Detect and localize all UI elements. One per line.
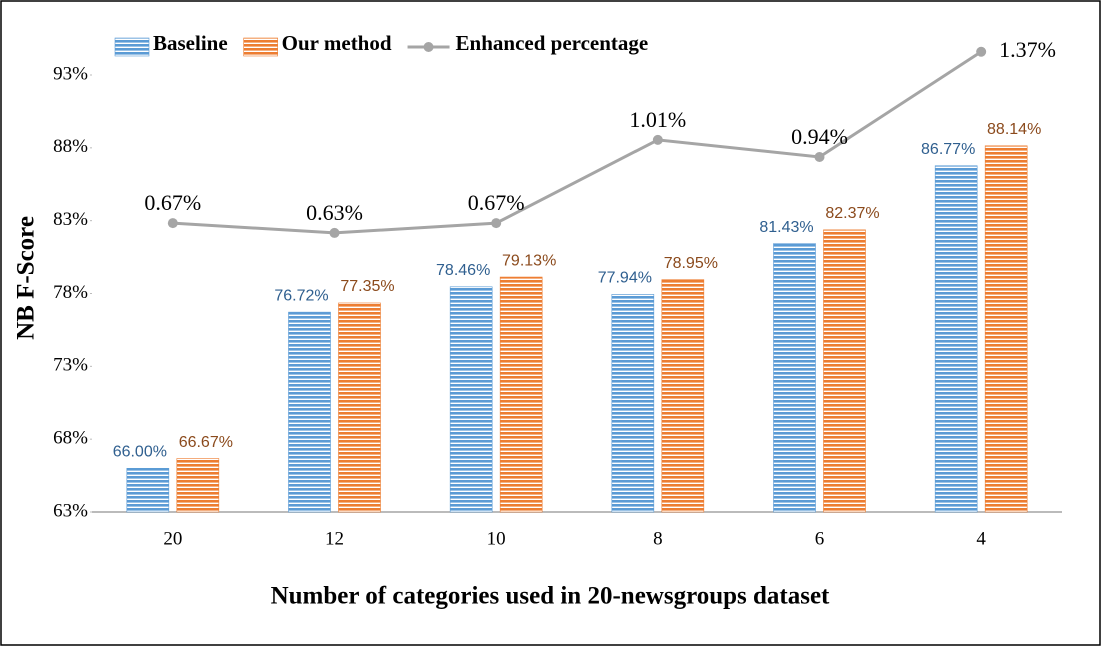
line-point (652, 134, 663, 145)
bar (823, 229, 866, 513)
value-label: 66.00% (113, 444, 167, 461)
y-tick-label: 88% (53, 136, 88, 157)
value-label: 78.95% (664, 255, 718, 272)
line (172, 50, 982, 235)
legend-swatch (243, 37, 278, 57)
value-label: 79.13% (502, 252, 556, 269)
bar (176, 458, 220, 513)
value-label: 86.77% (921, 141, 975, 158)
line-label: 0.67% (144, 190, 201, 215)
x-tick-label: 12 (325, 528, 344, 549)
line-point (491, 218, 502, 229)
x-tick-label: 8 (653, 528, 663, 549)
y-tick-label: 73% (53, 355, 88, 376)
bar (499, 276, 543, 513)
bar (611, 294, 655, 513)
legend-swatch (114, 37, 150, 57)
line-point (814, 152, 825, 163)
x-tick-label: 4 (976, 528, 986, 549)
value-label: 76.72% (274, 287, 328, 304)
line-point (329, 227, 340, 238)
legend-label: Enhanced percentage (456, 31, 649, 55)
value-label: 82.37% (825, 205, 879, 222)
line-label: 0.67% (468, 190, 525, 215)
line-point (167, 218, 178, 229)
legend-label: Baseline (153, 31, 228, 55)
value-label: 66.67% (179, 434, 233, 451)
value-label: 77.35% (340, 278, 394, 295)
bar (449, 286, 493, 513)
x-tick-label: 6 (815, 528, 825, 549)
y-axis-title: NB F-Score (13, 216, 40, 340)
bar (288, 311, 331, 513)
value-label: 88.14% (987, 121, 1041, 138)
bar (773, 243, 816, 513)
bar (934, 165, 978, 513)
y-tick-label: 68% (53, 428, 88, 449)
bar (126, 467, 170, 513)
legend-label: Our method (282, 31, 392, 55)
value-label: 77.94% (598, 270, 652, 287)
y-tick-label: 78% (53, 282, 88, 303)
y-tick-label: 63% (53, 500, 88, 521)
line-label: 0.63% (306, 200, 363, 225)
x-axis-title: Number of categories used in 20-newsgrou… (271, 583, 830, 610)
line-point (976, 46, 987, 57)
line-label: 1.01% (629, 107, 686, 132)
bar (661, 279, 705, 513)
bar (338, 302, 381, 513)
x-tick-label: 10 (487, 528, 506, 549)
bar (984, 145, 1028, 513)
y-tick-label: 93% (53, 63, 88, 84)
x-tick-label: 20 (163, 528, 182, 549)
line-label: 1.37% (999, 37, 1056, 62)
legend-marker (423, 42, 434, 52)
value-label: 81.43% (759, 219, 813, 236)
line-label: 0.94% (791, 124, 848, 149)
y-tick-label: 83% (53, 209, 88, 230)
value-label: 78.46% (436, 262, 490, 279)
